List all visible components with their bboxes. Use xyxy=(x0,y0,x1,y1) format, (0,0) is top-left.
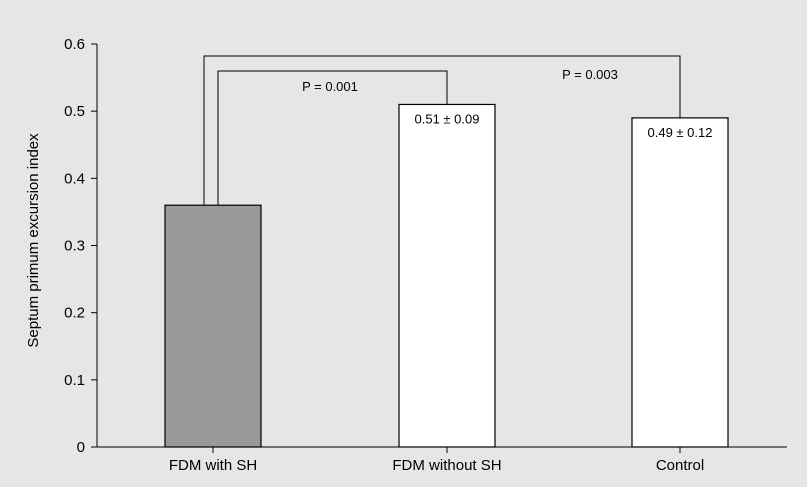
p-value-label: P = 0.003 xyxy=(562,67,618,82)
y-tick-label: 0.4 xyxy=(64,170,85,187)
x-tick-label: FDM without SH xyxy=(392,457,501,474)
data-label: 0.51 ± 0.09 xyxy=(415,111,480,126)
y-tick-label: 0.2 xyxy=(64,305,85,322)
y-tick-label: 0.6 xyxy=(64,36,85,53)
x-axis-labels: FDM with SH FDM without SH Control xyxy=(169,447,704,474)
significance-brackets: P = 0.001 P = 0.003 xyxy=(203,55,681,206)
x-tick-label: FDM with SH xyxy=(169,457,257,474)
bar xyxy=(398,103,496,448)
significance-bracket xyxy=(217,70,448,206)
y-axis-title: Septum primum excursion index xyxy=(25,133,42,348)
significance-bracket xyxy=(203,55,681,206)
y-tick-label: 0.5 xyxy=(64,103,85,120)
y-tick-label: 0 xyxy=(77,439,85,456)
y-tick-label: 0.1 xyxy=(64,372,85,389)
p-value-label: P = 0.001 xyxy=(302,79,358,94)
y-tick-label: 0.3 xyxy=(64,238,85,255)
x-tick-label: Control xyxy=(656,457,704,474)
bar xyxy=(631,117,729,448)
bar xyxy=(164,204,262,448)
data-label: 0.49 ± 0.12 xyxy=(648,125,713,140)
bars: 0.51 ± 0.09 0.49 ± 0.12 xyxy=(164,103,729,448)
